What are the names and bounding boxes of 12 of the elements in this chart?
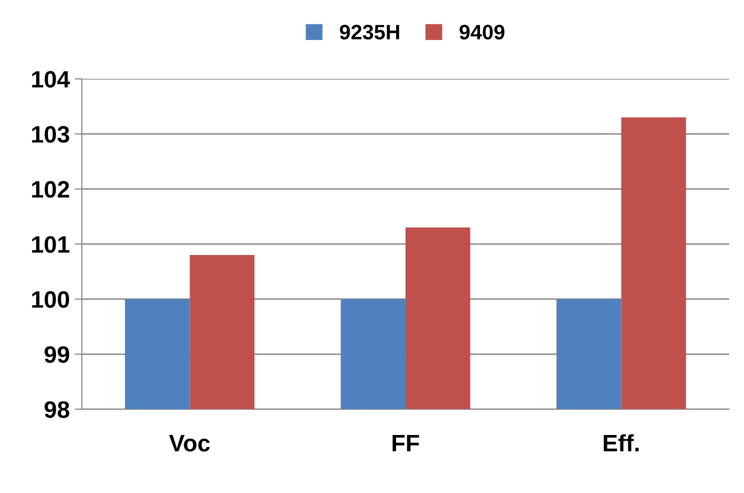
- x-tick-label: Voc: [169, 435, 210, 452]
- y-tick-label: 98: [44, 401, 70, 418]
- y-tick-label: 101: [32, 236, 70, 253]
- y-tick-label: 104: [32, 70, 70, 88]
- y-tick-label: 102: [32, 181, 70, 198]
- x-tick-label: FF: [392, 435, 420, 452]
- y-tick-label: 99: [44, 346, 70, 363]
- y-tick-label: 103: [32, 126, 70, 143]
- y-tick-label: 100: [32, 291, 70, 308]
- x-tick-label: Eff.: [604, 434, 639, 452]
- legend-label: 9409: [460, 24, 504, 40]
- legend-label: 9235H: [340, 24, 400, 40]
